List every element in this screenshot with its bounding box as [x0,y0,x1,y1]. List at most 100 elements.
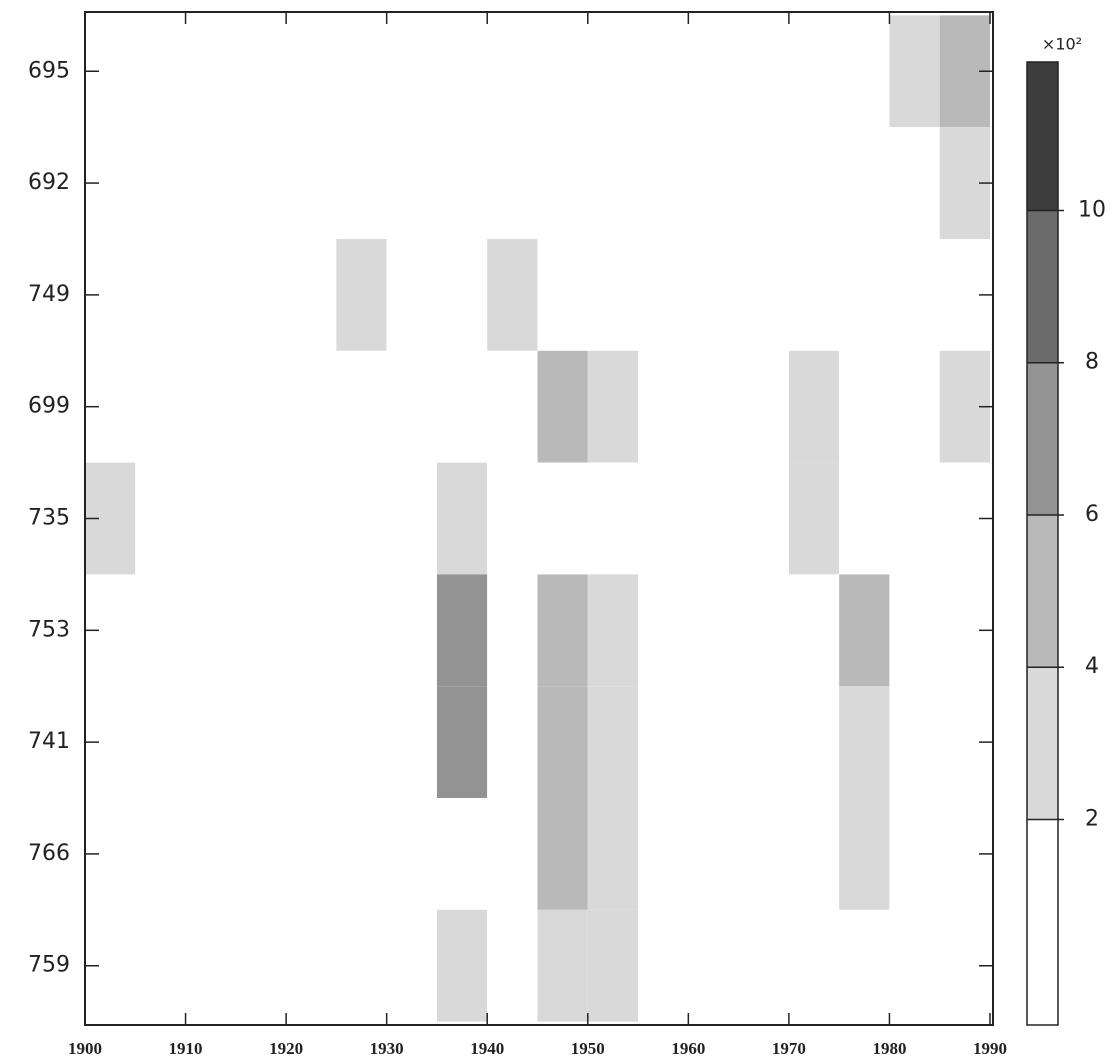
contour-cell [889,574,940,687]
contour-cell [638,462,689,575]
contour-cell [738,462,789,575]
contour-cell [135,238,186,351]
contour-cell [788,686,840,799]
contour-cell [839,127,890,239]
contour-cell [286,15,337,128]
contour-cell [235,127,287,239]
contour-cell [587,350,639,463]
contour-cell [487,350,538,463]
contour-cell [135,798,186,910]
contour-cell [889,686,940,799]
contour-cell [688,798,739,910]
y-tick-label: 766 [28,841,70,866]
contour-cell [788,127,840,239]
contour-cell [436,127,488,239]
contour-cell [436,909,488,1022]
contour-cell [738,350,789,463]
contour-cell [487,127,538,239]
contour-cell [587,15,639,128]
contour-cell [487,686,538,799]
colorbar-tick-label: 10 [1078,197,1106,222]
x-tick-label: 1960 [671,1039,705,1058]
contour-cell [436,686,488,799]
contour-cell [889,238,940,351]
y-tick-label: 741 [28,729,70,754]
contour-cell [788,15,840,128]
colorbar-tick-label: 8 [1085,350,1099,375]
contour-cell [185,350,236,463]
colorbar-tick-label: 2 [1085,806,1099,831]
colorbar-band [1027,210,1058,363]
contour-cell [688,574,739,687]
contour-cell [738,909,789,1022]
contour-cell [688,238,739,351]
contour-cell [889,909,940,1022]
contour-cell [286,909,337,1022]
x-tick-label: 1970 [772,1039,806,1058]
contour-cell [638,127,689,239]
contour-cell [135,909,186,1022]
contour-cell [839,462,890,575]
contour-cell [286,462,337,575]
colorbar-band [1027,362,1058,515]
contour-cell [487,798,538,910]
contour-cell [587,798,639,910]
contour-cell [185,462,236,575]
contour-cell [587,462,639,575]
contour-cell [135,127,186,239]
contour-cell [587,127,639,239]
contour-cell [487,574,538,687]
y-tick-label: 749 [28,282,70,307]
contour-cell [286,238,337,351]
x-tick-label: 1940 [470,1039,504,1058]
contour-cell [839,350,890,463]
contour-cell [185,238,236,351]
contour-cell [386,909,437,1022]
contour-cell [839,574,890,687]
contour-cell [788,238,840,351]
contour-cell [336,127,387,239]
contour-cell [185,15,236,128]
contour-cell [889,350,940,463]
contour-cell [235,350,287,463]
contour-cell [235,798,287,910]
contour-cell [436,574,488,687]
contour-cell [587,238,639,351]
y-tick-label: 695 [28,58,70,83]
colorbar-band [1027,667,1058,820]
colorbar-band [1027,514,1058,668]
colorbar-frame [1026,61,1059,1026]
contour-cell [185,127,236,239]
colorbar-label: ×10² [1042,35,1082,54]
contour-cell [788,462,840,575]
contour-field [85,15,990,1022]
y-tick-label: 735 [28,506,70,531]
contour-cell [386,350,437,463]
x-tick-label: 1910 [169,1039,203,1058]
contour-cell [436,350,488,463]
contour-cell [336,350,387,463]
contour-cell [638,909,689,1022]
contour-cell [537,909,588,1022]
contour-cell [738,798,789,910]
contour-cell [688,15,739,128]
contour-cell [386,15,437,128]
contour-cell [436,462,488,575]
contour-cell [537,127,588,239]
y-tick-label: 699 [28,394,70,419]
contour-cell [788,798,840,910]
contour-cell [738,15,789,128]
contour-cell [537,15,588,128]
x-tick-label: 1900 [68,1039,102,1058]
contour-cell [286,798,337,910]
contour-cell [235,909,287,1022]
contour-cell [487,909,538,1022]
x-tick-label: 1950 [571,1039,605,1058]
contour-cell [487,238,538,351]
contour-cell [185,909,236,1022]
contour-cell [386,574,437,687]
contour-cell [788,909,840,1022]
contour-cell [135,462,186,575]
contour-cell [386,238,437,351]
